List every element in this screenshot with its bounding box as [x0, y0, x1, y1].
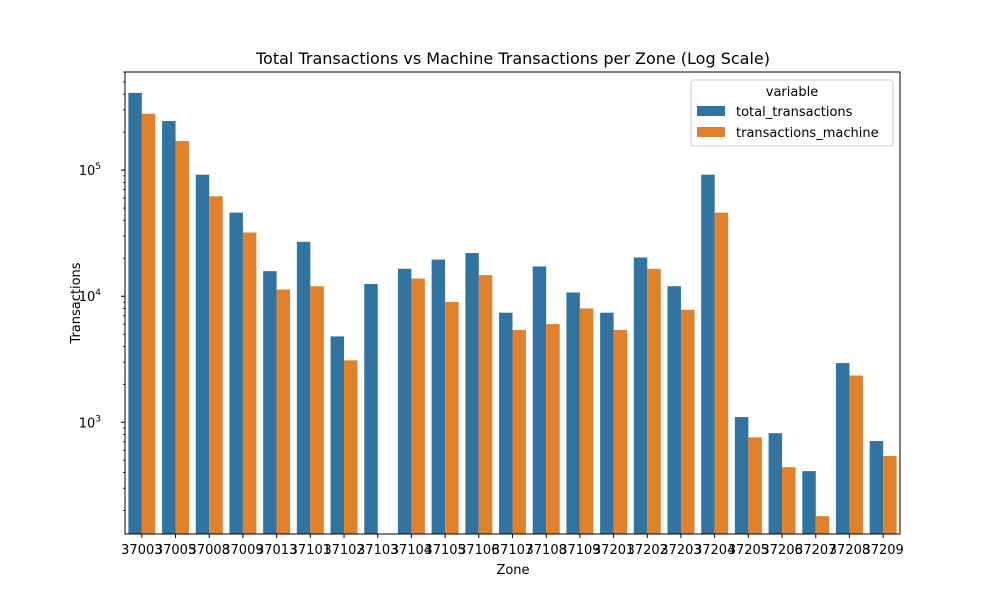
bar-transactions-machine-37207: [815, 516, 830, 534]
bar-total-transactions-37201: [600, 312, 614, 534]
legend-label-transactions-machine: transactions_machine: [736, 126, 879, 141]
x-tick-label: 37104: [391, 543, 432, 558]
x-tick-label: 37202: [627, 543, 668, 558]
x-tick-label: 37109: [559, 543, 600, 558]
bar-transactions-machine-37108: [546, 324, 560, 534]
x-tick-label: 37204: [694, 543, 735, 558]
bar-total-transactions-37207: [802, 471, 816, 534]
bar-transactions-machine-37008: [209, 196, 223, 535]
bar-total-transactions-37103: [364, 283, 378, 534]
y-tick-label: 105: [79, 162, 101, 179]
bar-total-transactions-37105: [431, 259, 446, 534]
x-tick-label: 37009: [222, 543, 263, 558]
x-ticks: 3700337005370083700937013371013710237103…: [121, 534, 904, 558]
bar-total-transactions-37204: [701, 174, 715, 534]
bar-transactions-machine-37106: [478, 275, 493, 534]
bar-total-transactions-37206: [768, 433, 783, 534]
bar-transactions-machine-37208: [849, 375, 863, 534]
x-tick-label: 37107: [492, 543, 533, 558]
legend-label-total-transactions: total_transactions: [736, 105, 853, 120]
bars-group: [128, 92, 897, 535]
bar-transactions-machine-37101: [310, 286, 324, 534]
y-tick-label: 103: [79, 414, 101, 431]
legend: variable total_transactions transactions…: [690, 79, 894, 147]
bar-total-transactions-37005: [162, 121, 176, 535]
bar-total-transactions-37109: [566, 292, 580, 534]
bar-total-transactions-37107: [499, 312, 513, 534]
bar-transactions-machine-37005: [175, 141, 190, 534]
bar-total-transactions-37102: [330, 336, 345, 534]
bar-transactions-machine-37104: [411, 278, 425, 534]
legend-box: [690, 79, 894, 147]
bar-transactions-machine-37203: [680, 309, 695, 534]
bar-transactions-machine-37013: [276, 289, 291, 534]
bar-total-transactions-37013: [263, 271, 277, 534]
bar-total-transactions-37203: [667, 286, 681, 534]
x-tick-label: 37102: [323, 543, 364, 558]
bar-transactions-machine-37206: [782, 467, 796, 534]
x-tick-label: 37101: [290, 543, 331, 558]
legend-swatch-total-transactions: [697, 106, 725, 116]
x-axis-label: Zone: [496, 563, 529, 578]
x-tick-label: 37108: [526, 543, 567, 558]
bar-transactions-machine-37202: [647, 268, 661, 534]
legend-title: variable: [766, 85, 818, 100]
bar-transactions-machine-37102: [344, 360, 358, 534]
bar-transactions-machine-37209: [883, 456, 897, 534]
bar-total-transactions-37106: [465, 253, 479, 534]
bar-total-transactions-37108: [532, 266, 547, 534]
x-tick-label: 37201: [593, 543, 634, 558]
x-tick-label: 37103: [357, 543, 398, 558]
y-axis-label: Transactions: [69, 262, 84, 344]
bar-total-transactions-37003: [128, 92, 142, 534]
bar-transactions-machine-37109: [579, 308, 594, 534]
bar-total-transactions-37202: [633, 257, 648, 534]
x-tick-label: 37013: [256, 543, 297, 558]
x-tick-label: 37005: [155, 543, 196, 558]
x-tick-label: 37208: [829, 543, 870, 558]
x-tick-label: 37003: [121, 543, 162, 558]
bar-transactions-machine-37201: [613, 329, 628, 534]
chart-title: Total Transactions vs Machine Transactio…: [255, 49, 770, 68]
bar-total-transactions-37205: [734, 417, 749, 534]
bar-total-transactions-37009: [229, 212, 243, 534]
bar-transactions-machine-37009: [242, 232, 257, 534]
bar-total-transactions-37209: [869, 441, 884, 534]
x-tick-label: 37105: [424, 543, 465, 558]
bar-total-transactions-37104: [397, 268, 412, 534]
x-tick-label: 37205: [728, 543, 769, 558]
x-tick-label: 37207: [795, 543, 836, 558]
bar-total-transactions-37208: [835, 363, 850, 534]
x-tick-label: 37209: [862, 543, 903, 558]
x-tick-label: 37008: [189, 543, 230, 558]
bar-total-transactions-37008: [195, 174, 210, 534]
bar-transactions-machine-37105: [445, 301, 459, 534]
plot-frame: [124, 71, 901, 535]
bar-transactions-machine-37205: [748, 437, 762, 534]
x-tick-label: 37203: [660, 543, 701, 558]
legend-swatch-transactions-machine: [697, 127, 725, 137]
bar-total-transactions-37101: [296, 241, 311, 534]
bar-transactions-machine-37107: [512, 329, 526, 534]
x-tick-label: 37206: [761, 543, 802, 558]
bar-transactions-machine-37003: [141, 113, 156, 534]
bar-transactions-machine-37204: [714, 212, 729, 534]
x-tick-label: 37106: [458, 543, 499, 558]
